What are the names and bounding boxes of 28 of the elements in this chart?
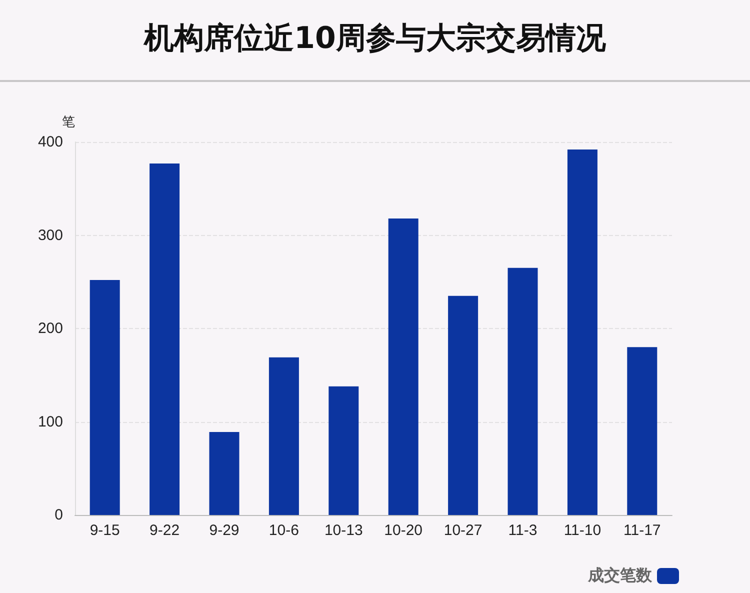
x-tick-label: 9-29 xyxy=(209,522,240,539)
x-tick-label: 10-27 xyxy=(444,522,482,539)
y-tick-label: 200 xyxy=(38,320,63,337)
y-tick-label: 300 xyxy=(38,226,63,244)
bar xyxy=(268,357,299,515)
chart-title: 机构席位近10周参与大宗交易情况 xyxy=(142,20,607,58)
bar xyxy=(209,432,240,515)
x-tick-label: 10-6 xyxy=(268,522,299,539)
x-tick-label: 11-10 xyxy=(564,522,602,539)
bar xyxy=(90,280,120,515)
x-tick-label: 11-3 xyxy=(508,522,538,539)
y-axis-title: 笔 xyxy=(62,114,75,129)
bar xyxy=(567,149,598,515)
y-tick-label: 100 xyxy=(38,413,63,430)
bar xyxy=(508,268,538,515)
x-tick-label: 9-15 xyxy=(90,522,120,539)
bar xyxy=(448,296,478,515)
y-tick-label: 0 xyxy=(54,506,63,524)
x-tick-label: 9-22 xyxy=(150,522,180,539)
x-tick-label: 10-20 xyxy=(384,522,423,539)
bar xyxy=(388,218,418,515)
x-tick-label: 11-17 xyxy=(624,522,661,539)
bar xyxy=(328,386,359,515)
x-tick-label: 10-13 xyxy=(324,522,363,539)
y-tick-label: 400 xyxy=(38,134,63,150)
bar xyxy=(627,347,658,515)
bar xyxy=(150,163,180,515)
legend-label: 成交笔数 xyxy=(587,566,653,584)
